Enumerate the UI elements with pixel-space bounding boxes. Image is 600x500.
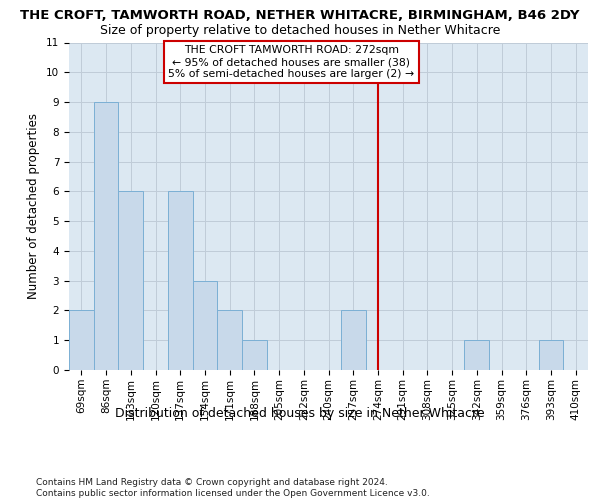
Bar [217, 310, 242, 370]
Bar [69, 310, 94, 370]
Bar [168, 192, 193, 370]
Text: THE CROFT, TAMWORTH ROAD, NETHER WHITACRE, BIRMINGHAM, B46 2DY: THE CROFT, TAMWORTH ROAD, NETHER WHITACR… [20, 9, 580, 22]
Bar [539, 340, 563, 370]
Bar [464, 340, 489, 370]
Text: THE CROFT TAMWORTH ROAD: 272sqm
← 95% of detached houses are smaller (38)
5% of : THE CROFT TAMWORTH ROAD: 272sqm ← 95% of… [169, 46, 415, 78]
Bar [193, 280, 217, 370]
Bar [94, 102, 118, 370]
Bar [242, 340, 267, 370]
Bar [118, 192, 143, 370]
Y-axis label: Number of detached properties: Number of detached properties [28, 114, 40, 299]
Text: Size of property relative to detached houses in Nether Whitacre: Size of property relative to detached ho… [100, 24, 500, 37]
Text: Contains HM Land Registry data © Crown copyright and database right 2024.
Contai: Contains HM Land Registry data © Crown c… [36, 478, 430, 498]
Text: Distribution of detached houses by size in Nether Whitacre: Distribution of detached houses by size … [115, 408, 485, 420]
Bar [341, 310, 365, 370]
